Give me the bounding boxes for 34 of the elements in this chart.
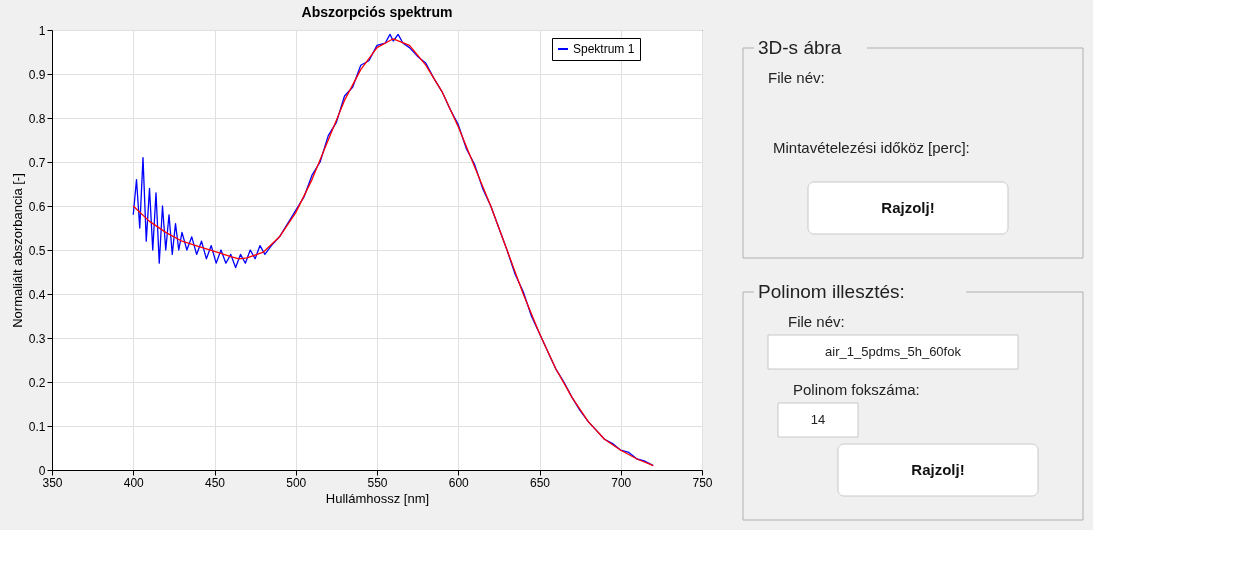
text: File név: xyxy=(788,313,845,330)
y-tick-label: 0 xyxy=(38,463,46,478)
text: Polinom fokszáma: xyxy=(793,381,920,398)
text: Polinom illesztés: xyxy=(758,281,905,302)
y-tick-label: 0.4 xyxy=(28,287,46,302)
text: Rajzolj! xyxy=(911,461,965,478)
text: air_1_5pdms_5h_60fok xyxy=(825,344,962,359)
text: 14 xyxy=(810,412,826,427)
text: Mintavételezési időköz [perc]: xyxy=(773,139,970,156)
y-tick-label: 0.9 xyxy=(28,67,46,82)
x-tick-label: 700 xyxy=(611,475,632,490)
x-tick-label: 350 xyxy=(42,475,63,490)
text: File név: xyxy=(768,69,825,86)
y-tick-label: 0.7 xyxy=(28,155,46,170)
text: Rajzolj! xyxy=(881,199,935,216)
y-tick-label: 0.2 xyxy=(28,375,46,390)
x-tick-label: 550 xyxy=(367,475,388,490)
text: 3D-s ábra xyxy=(758,37,842,58)
x-axis-title: Hullámhossz [nm] xyxy=(325,490,430,506)
x-tick-label: 750 xyxy=(692,475,713,490)
x-tick-label: 650 xyxy=(529,475,551,490)
y-tick-label: 1 xyxy=(38,23,46,38)
x-tick-label: 500 xyxy=(286,475,307,490)
y-tick-label: 0.1 xyxy=(28,419,46,434)
legend-label: Spektrum 1 xyxy=(573,42,635,56)
y-tick-label: 0.3 xyxy=(28,331,46,346)
chart-title: Abszorpciós spektrum xyxy=(301,4,453,20)
x-tick-label: 450 xyxy=(204,475,226,490)
y-tick-label: 0.6 xyxy=(28,199,46,214)
y-axis-title: Normaliált abszorbancia [-] xyxy=(9,173,25,328)
y-tick-label: 0.8 xyxy=(28,111,46,126)
x-tick-label: 600 xyxy=(448,475,470,490)
x-tick-label: 400 xyxy=(123,475,145,490)
y-tick-label: 0.5 xyxy=(28,243,46,258)
